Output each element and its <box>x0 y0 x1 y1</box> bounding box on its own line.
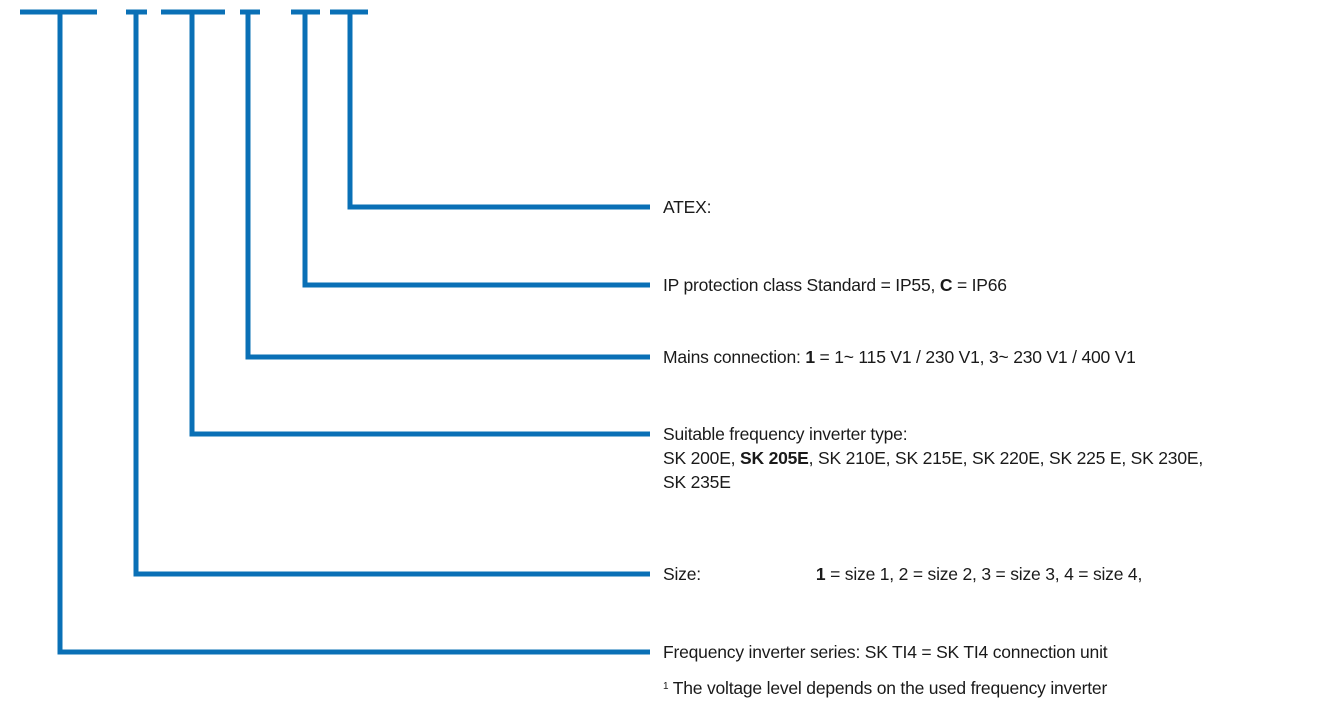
inverter-type-highlight: SK 205E <box>740 448 809 468</box>
ip-class-code: C <box>939 275 953 295</box>
footnote-text: The voltage level depends on the used fr… <box>668 678 1108 698</box>
mains-text: Mains connection: <box>663 347 806 367</box>
ip-class-text: IP protection class Standard = IP55, <box>663 275 940 295</box>
mains-code: 1 <box>805 347 815 367</box>
series-text: Frequency inverter series: SK TI4 = SK T… <box>663 642 1108 662</box>
connector-mains <box>245 12 650 360</box>
inverter-type-list: SK 200E, SK 205E, SK 210E, SK 215E, SK 2… <box>663 446 1203 470</box>
footnote: 1 The voltage level depends on the used … <box>663 676 1107 700</box>
inverter-type-list-rest: , SK 210E, SK 215E, SK 220E, SK 225 E, S… <box>808 448 1204 468</box>
mains-tail: = 1~ 115 V1 / 230 V1, 3~ 230 V1 / 400 V1 <box>814 347 1136 367</box>
inverter-type-heading: Suitable frequency inverter type: <box>663 424 908 444</box>
connector-series <box>57 12 650 655</box>
mains-label: Mains connection: 1 = 1~ 115 V1 / 230 V1… <box>663 345 1136 369</box>
ip-class-label: IP protection class Standard = IP55, C =… <box>663 273 1007 297</box>
atex-label: ATEX: <box>663 195 711 219</box>
connector-size <box>133 12 650 577</box>
size-text: Size: <box>663 564 701 584</box>
atex-text: ATEX: <box>663 197 712 217</box>
inverter-type-list-end: SK 235E <box>663 472 731 492</box>
series-label: Frequency inverter series: SK TI4 = SK T… <box>663 640 1108 664</box>
size-tail: = size 1, 2 = size 2, 3 = size 3, 4 = si… <box>825 564 1143 584</box>
connector-atex <box>347 12 650 210</box>
size-code: 1 <box>815 564 826 584</box>
inverter-type-label: Suitable frequency inverter type: SK 200… <box>663 422 1203 494</box>
footnote-mark: 1 <box>663 681 669 692</box>
inverter-type-list-start: SK 200E, <box>663 448 741 468</box>
ip-class-tail: = IP66 <box>952 275 1007 295</box>
connector-inverter-type <box>189 12 650 437</box>
size-label: Size: 1 = size 1, 2 = size 2, 3 = size 3,… <box>663 562 1142 586</box>
connector-ip-class <box>302 12 650 288</box>
